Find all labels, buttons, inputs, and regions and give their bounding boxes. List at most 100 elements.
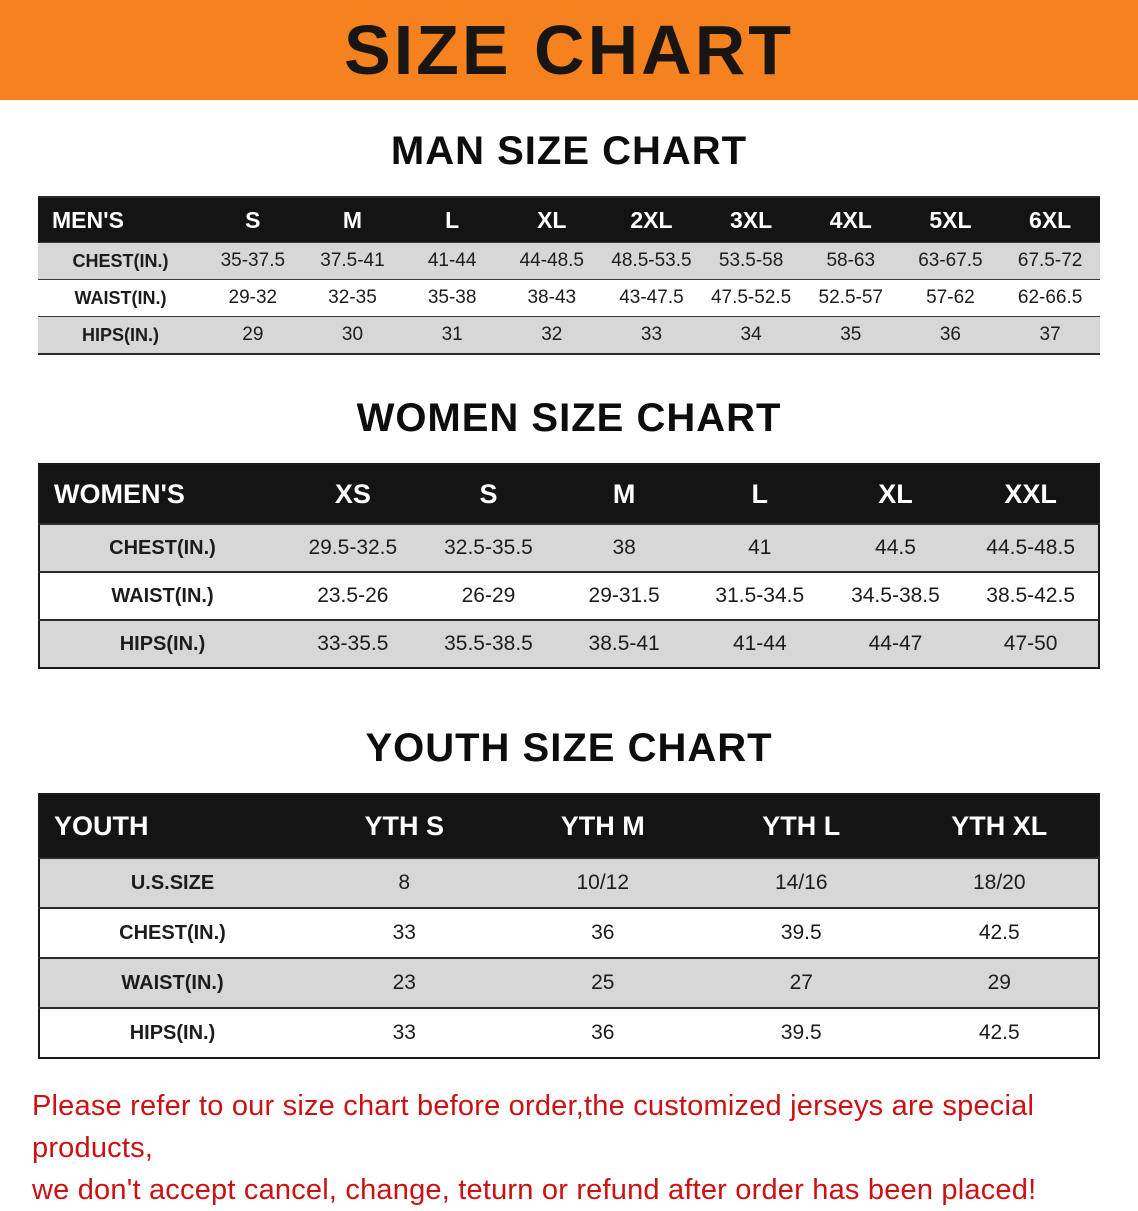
disclaimer-line-1: Please refer to our size chart before or… [32, 1090, 1035, 1165]
value-cell: 58-63 [826, 250, 876, 271]
size-column-header: YTH M [503, 794, 702, 858]
table-corner-label: YOUTH [39, 794, 305, 858]
value-cell: 57-62 [926, 287, 975, 308]
value-cell: 35 [840, 324, 862, 345]
size-column-header: XS [285, 464, 421, 524]
value-cell: 52.5-57 [818, 287, 883, 308]
value-cell: 47-50 [1003, 632, 1058, 655]
disclaimer-note: Please refer to our size chart before or… [32, 1085, 1106, 1211]
size-column-header: YTH L [702, 794, 901, 858]
value-cell: 62-66.5 [1017, 287, 1083, 308]
row-label-cell: CHEST(IN.) [119, 921, 226, 944]
value-cell: 34.5-38.5 [851, 584, 940, 607]
size-column-header: XL [827, 464, 964, 524]
value-cell: 44-47 [868, 632, 923, 655]
size-column-header: M [302, 197, 403, 243]
value-cell: 29.5-32.5 [308, 536, 398, 559]
value-cell: 37 [1039, 324, 1061, 345]
value-cell: 10/12 [576, 871, 630, 894]
size-column-header: L [402, 197, 502, 243]
value-cell: 32.5-35.5 [444, 536, 533, 559]
value-cell: 53.5-58 [718, 250, 784, 271]
measurement-row: U.S.SIZE 8 10/12 14/16 18/20 [39, 858, 1099, 908]
size-column-header: XXL [963, 464, 1099, 524]
women-header-row: WOMEN'S XS S M L XL XXL [39, 464, 1099, 524]
table-corner-label: MEN'S [38, 197, 203, 243]
size-column-header: 2XL [601, 197, 702, 243]
size-column-header: 4XL [800, 197, 901, 243]
value-cell: 23 [392, 971, 416, 994]
value-cell: 44-48.5 [519, 250, 585, 271]
value-cell: 36 [591, 1021, 615, 1044]
measurement-row: HIPS(IN.) 33 36 39.5 42.5 [39, 1008, 1099, 1058]
value-cell: 35.5-38.5 [444, 632, 533, 655]
disclaimer-line-2: we don't accept cancel, change, teturn o… [32, 1174, 1037, 1207]
youth-header-row: YOUTH YTH S YTH M YTH L YTH XL [39, 794, 1099, 858]
value-cell: 31 [441, 324, 463, 345]
measurement-row: HIPS(IN.) 29 30 31 32 33 34 35 36 37 [38, 316, 1100, 354]
value-cell: 36 [591, 921, 615, 944]
value-cell: 38 [612, 536, 636, 559]
row-label-cell: HIPS(IN.) [129, 1021, 216, 1044]
size-column-header: YTH XL [900, 794, 1099, 858]
value-cell: 41-44 [732, 632, 787, 655]
value-cell: 35-37.5 [220, 250, 286, 271]
women-table-header: WOMEN'S XS S M L XL XXL [39, 464, 1099, 524]
measurement-row: CHEST(IN.) 35-37.5 37.5-41 41-44 44-48.5 48.5… [38, 242, 1100, 280]
row-label-cell: U.S.SIZE [130, 871, 215, 894]
value-cell: 42.5 [978, 1021, 1020, 1044]
size-column-header: M [556, 464, 692, 524]
value-cell: 39.5 [780, 1021, 822, 1044]
value-cell: 38.5-41 [588, 632, 660, 655]
size-column-header: 5XL [900, 197, 1001, 243]
value-cell: 33 [392, 921, 416, 944]
men-header-row: MEN'S S M L XL 2XL 3XL 4XL 5XL 6XL [38, 197, 1100, 243]
measurement-row: WAIST(IN.) 23.5-26 26-29 29-31.5 31.5-34.5 34… [39, 572, 1099, 620]
row-label-cell: WAIST(IN.) [121, 971, 224, 994]
value-cell: 29 [242, 324, 264, 345]
measurement-row: CHEST(IN.) 33 36 39.5 42.5 [39, 908, 1099, 958]
row-label-cell: CHEST(IN.) [72, 250, 169, 271]
men-table-header: MEN'S S M L XL 2XL 3XL 4XL 5XL 6XL [38, 197, 1100, 243]
table-corner-label: WOMEN'S [39, 464, 285, 524]
value-cell: 44.5-48.5 [986, 536, 1076, 559]
size-chart-banner: SIZE CHART [0, 0, 1138, 100]
page-title: SIZE CHART [344, 11, 794, 89]
value-cell: 41-44 [427, 250, 477, 271]
value-cell: 48.5-53.5 [611, 250, 692, 271]
value-cell: 47.5-52.5 [710, 287, 792, 308]
row-label-cell: HIPS(IN.) [119, 632, 206, 655]
value-cell: 33-35.5 [317, 632, 389, 655]
value-cell: 63-67.5 [918, 250, 983, 271]
value-cell: 29-32 [228, 287, 278, 308]
measurement-row: HIPS(IN.) 33-35.5 35.5-38.5 38.5-41 41-44 44-… [39, 620, 1099, 668]
row-label-cell: CHEST(IN.) [109, 536, 216, 559]
row-label-cell: WAIST(IN.) [111, 584, 214, 607]
value-cell: 37.5-41 [320, 250, 385, 271]
value-cell: 8 [398, 871, 411, 894]
size-column-header: S [203, 197, 303, 243]
value-cell: 27 [789, 971, 813, 994]
size-column-header: YTH S [305, 794, 504, 858]
value-cell: 35-38 [427, 287, 477, 308]
value-cell: 23.5-26 [317, 584, 389, 607]
value-cell: 43-47.5 [619, 287, 684, 308]
value-cell: 39.5 [780, 921, 822, 944]
youth-size-table: YOUTH YTH S YTH M YTH L YTH XL U.S.SIZE 8 10/1… [38, 793, 1100, 1059]
value-cell: 34 [740, 324, 762, 345]
size-column-header: S [420, 464, 557, 524]
row-label-cell: HIPS(IN.) [81, 324, 159, 345]
men-table-body: CHEST(IN.) 35-37.5 37.5-41 41-44 44-48.5 48.5… [38, 242, 1100, 354]
size-column-header: 6XL [1000, 197, 1100, 243]
size-column-header: 3XL [701, 197, 801, 243]
youth-size-chart-heading: YOUTH SIZE CHART [365, 726, 773, 770]
women-size-chart-heading: WOMEN SIZE CHART [356, 396, 782, 440]
value-cell: 41 [748, 536, 772, 559]
value-cell: 33 [392, 1021, 416, 1044]
size-column-header: L [691, 464, 828, 524]
men-size-table: MEN'S S M L XL 2XL 3XL 4XL 5XL 6XL CHEST(IN.) 35-3… [38, 196, 1100, 355]
measurement-row: CHEST(IN.) 29.5-32.5 32.5-35.5 38 41 44.5 44.5… [39, 524, 1099, 572]
value-cell: 32-35 [328, 287, 377, 308]
measurement-row: WAIST(IN.) 23 25 27 29 [39, 958, 1099, 1008]
value-cell: 36 [939, 324, 961, 345]
